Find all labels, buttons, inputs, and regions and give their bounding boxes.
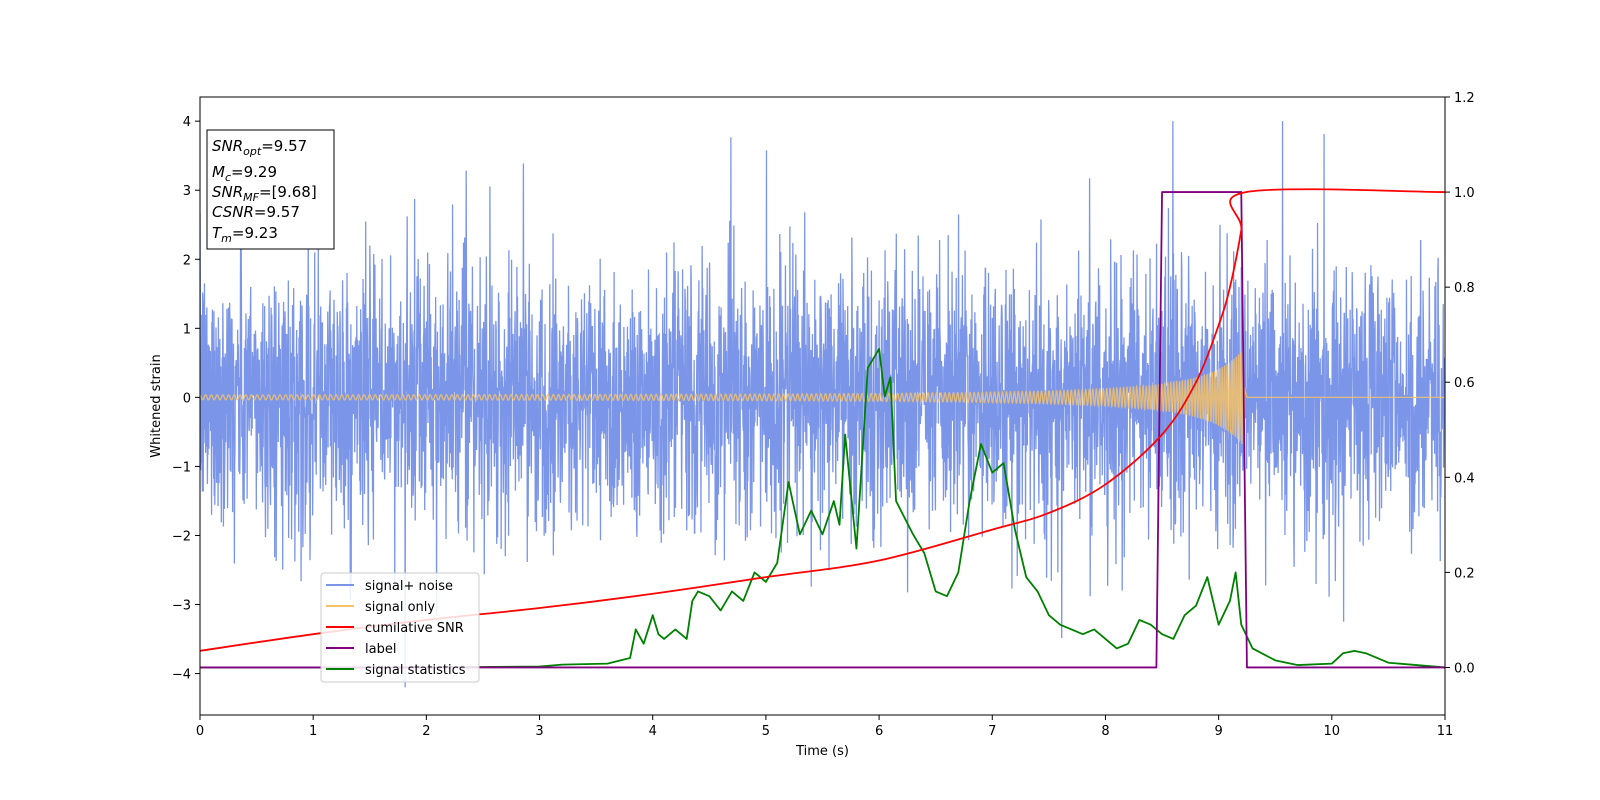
- legend-box: [320, 572, 480, 683]
- y-right-tick-label: 1.0: [1454, 186, 1475, 201]
- stat-snr-opt: SNRopt=9.57: [212, 137, 307, 158]
- x-axis-title: Time (s): [795, 744, 849, 759]
- legend-label: signal only: [365, 600, 435, 615]
- legend-label: signal statistics: [365, 663, 466, 678]
- x-tick-label: 10: [1324, 724, 1341, 739]
- x-tick-label: 4: [649, 724, 657, 739]
- x-tick-label: 8: [1101, 724, 1109, 739]
- series-signal-plus-noise: [200, 121, 1445, 688]
- y-left-tick-label: −2: [172, 529, 191, 544]
- series-signal-statistics: [200, 348, 1445, 669]
- y-left-tick-label: −4: [172, 668, 191, 683]
- series-label: [200, 191, 1445, 669]
- legend-label: cumilative SNR: [365, 621, 464, 636]
- y-right-tick-label: 0.4: [1454, 471, 1475, 486]
- legend: signal+ noise signal only cumilative SNR la…: [320, 572, 480, 683]
- y-right-tick-label: 0.6: [1454, 376, 1475, 391]
- stats-annotation: SNRopt=9.57 Mc=9.29 SNRMF=[9.68] CSNR=9.…: [206, 129, 335, 250]
- y-left-tick-label: 1: [183, 322, 191, 337]
- y-left-tick-label: 3: [183, 184, 191, 199]
- y-left-tick-label: −1: [172, 460, 191, 475]
- stats-box: [206, 129, 335, 250]
- stat-tm: Tm=9.23: [212, 224, 278, 245]
- x-tick-label: 0: [196, 724, 204, 739]
- y-right-tick-label: 0.8: [1454, 281, 1475, 296]
- x-tick-label: 2: [422, 724, 430, 739]
- x-tick-label: 7: [988, 724, 996, 739]
- y-left-tick-label: 4: [183, 115, 191, 130]
- y-left-tick-label: 0: [183, 391, 191, 406]
- y-left-tick-label: −3: [172, 599, 191, 614]
- legend-label: signal+ noise: [365, 579, 453, 594]
- y-right-tick-label: 1.2: [1454, 91, 1475, 106]
- x-tick-label: 5: [762, 724, 770, 739]
- plot-frame: [199, 96, 1446, 716]
- x-tick-label: 3: [535, 724, 543, 739]
- x-tick-label: 6: [875, 724, 883, 739]
- x-tick-label: 9: [1214, 724, 1222, 739]
- x-tick-label: 1: [309, 724, 317, 739]
- y-axis-title: Whitened strain: [149, 354, 164, 457]
- stat-csnr: CSNR=9.57: [212, 203, 300, 221]
- stat-snr-mf: SNRMF=[9.68]: [212, 183, 317, 204]
- y-left-tick-label: 2: [183, 253, 191, 268]
- y-right-tick-label: 0.2: [1454, 566, 1475, 581]
- y-right-tick-label: 0.0: [1454, 661, 1475, 676]
- series-signal-only: [200, 349, 1445, 446]
- x-tick-label: 11: [1437, 724, 1454, 739]
- stat-mc: Mc=9.29: [212, 163, 277, 184]
- legend-label: label: [365, 642, 396, 657]
